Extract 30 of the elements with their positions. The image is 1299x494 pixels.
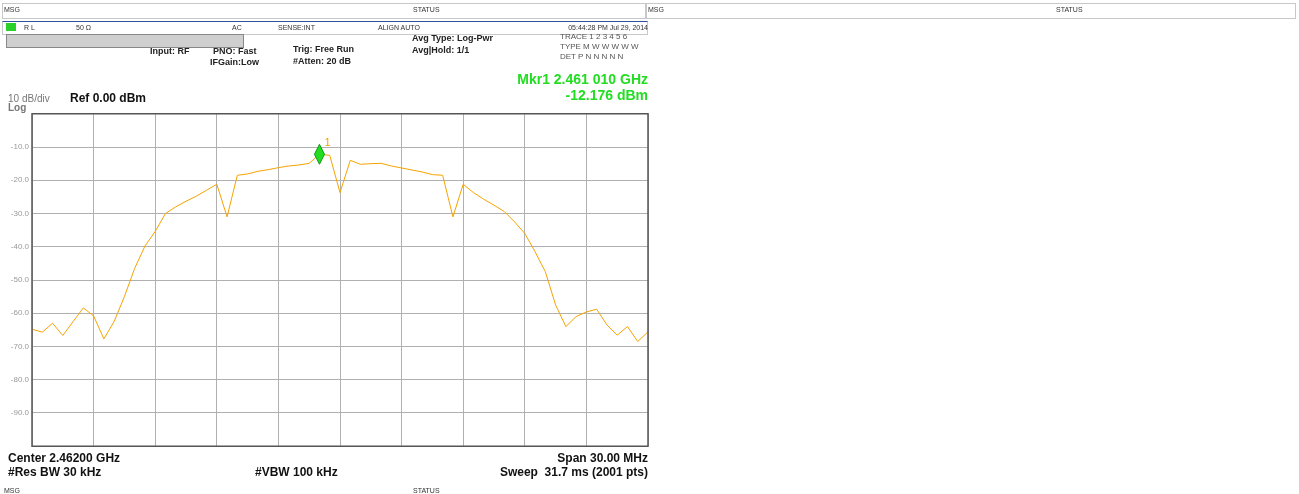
y-tick-label: -10.0 [10, 142, 30, 152]
text: Input: RF [150, 46, 190, 56]
text: Avg|Hold: 1/1 [412, 45, 470, 55]
text: #Res BW 30 kHz [8, 465, 102, 479]
text: DET P N N N N N [560, 52, 624, 61]
text: #VBW 100 kHz [255, 465, 338, 479]
text: TYPE M W W W W W [560, 42, 639, 51]
text: Center 2.46200 GHz [8, 451, 121, 465]
text: TRACE 1 2 3 4 5 6 [560, 32, 628, 41]
text: 10 dB/div [8, 93, 50, 104]
y-tick-label: -30.0 [10, 208, 30, 218]
text: Span 30.00 MHz [557, 451, 648, 465]
y-tick-label: -70.0 [10, 341, 30, 351]
y-tick-label: -80.0 [10, 374, 30, 384]
y-tick-label: -20.0 [10, 175, 30, 185]
text: PNO: Fast [213, 46, 257, 56]
text: Sweep 31.7 ms (2001 pts) [499, 465, 648, 479]
text: #Atten: 20 dB [293, 56, 352, 66]
annotation: 1 [324, 135, 331, 148]
text: IFGain:Low [210, 57, 259, 67]
y-tick-label: -50.0 [10, 275, 30, 285]
text: Log [8, 102, 27, 113]
text: Ref 0.00 dBm [70, 91, 147, 105]
text: Avg Type: Log-Pwr [412, 33, 493, 43]
y-tick-label: -90.0 [10, 408, 30, 418]
y-tick-label: -40.0 [10, 241, 30, 251]
text: Mkr1 2.461 010 GHz [517, 71, 648, 87]
text: -12.176 dBm [565, 87, 648, 103]
text: Trig: Free Run [293, 44, 355, 54]
y-tick-label: -60.0 [10, 308, 30, 318]
